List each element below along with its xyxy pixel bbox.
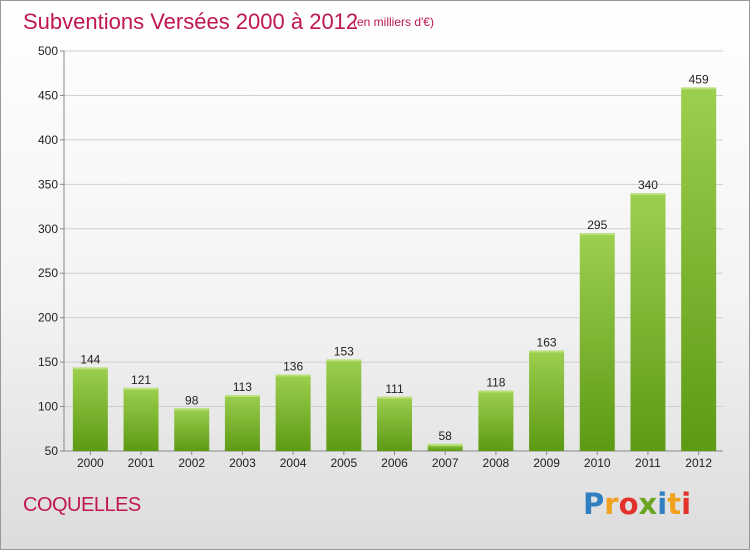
bar: [478, 390, 514, 451]
bars: [72, 87, 717, 451]
bar-highlight: [579, 233, 615, 236]
logo-letter: r: [604, 487, 619, 521]
commune-name: COQUELLES: [23, 494, 141, 516]
bar-highlight: [681, 87, 717, 90]
logo-letter: P: [583, 487, 605, 521]
x-tick-label: 2002: [178, 456, 205, 470]
data-label: 136: [283, 360, 303, 374]
bar: [72, 367, 108, 451]
bar-highlight: [427, 443, 463, 446]
y-tick-label: 250: [38, 266, 58, 280]
x-tick-label: 2003: [229, 456, 256, 470]
bar-highlight: [478, 390, 514, 393]
data-label: 163: [537, 336, 557, 350]
y-tick-label: 500: [38, 44, 58, 58]
bar-highlight: [123, 387, 159, 390]
data-label: 121: [131, 373, 151, 387]
bar: [326, 359, 362, 451]
y-tick-label: 200: [38, 311, 58, 325]
bar: [275, 374, 311, 451]
bar-highlight: [224, 395, 260, 397]
y-tick-label: 450: [38, 88, 58, 102]
x-tick-label: 2012: [685, 456, 712, 470]
x-tick-label: 2008: [483, 456, 510, 470]
bar: [681, 87, 717, 451]
y-tick-label: 300: [38, 222, 58, 236]
chart-title: Subventions Versées 2000 à 2012: [23, 9, 359, 34]
x-tick-label: 2011: [635, 456, 661, 470]
logo-letter: i: [681, 487, 692, 521]
bar: [377, 396, 412, 451]
logo-letter: i: [657, 487, 668, 521]
y-tick-label: 350: [38, 177, 58, 191]
x-tick-label: 2001: [128, 456, 155, 470]
grid-lines: [64, 50, 723, 408]
x-tick-labels: 2000 2001 2002 2003 2004 2005 2006 2007 2008 2009…: [77, 456, 712, 470]
data-label: 295: [587, 218, 607, 232]
x-tick-label: 2010: [584, 456, 611, 470]
chart-subtitle: (en milliers d'€): [353, 15, 434, 29]
bar: [529, 350, 565, 451]
bar: [174, 408, 210, 451]
bar-highlight: [326, 359, 362, 362]
bar-highlight: [174, 408, 210, 411]
logo-letter: t: [667, 487, 682, 521]
data-label: 340: [638, 178, 658, 192]
bar-highlight: [377, 396, 412, 399]
data-label: 118: [486, 376, 505, 390]
bar: [123, 387, 159, 451]
proxiti-logo: Proxiti: [583, 487, 691, 521]
x-tick-label: 2005: [330, 456, 357, 470]
bar: [224, 395, 260, 451]
data-labels: 144 121 98 113 136 153 111 58 118 163 295 340 459: [80, 72, 709, 442]
y-tick-label: 100: [38, 400, 58, 414]
x-tick-label: 2006: [381, 456, 408, 470]
logo-letter: x: [638, 487, 658, 521]
bar: [630, 193, 666, 451]
bar-highlight: [72, 367, 108, 370]
data-label: 144: [80, 352, 100, 366]
data-label: 153: [334, 344, 354, 358]
x-tick-label: 2007: [432, 456, 459, 470]
y-tick-label: 150: [38, 355, 58, 369]
x-tick-label: 2004: [280, 456, 307, 470]
bar-highlight: [275, 374, 311, 377]
y-tick-labels: 50 100 150 200 250 300 350 400 450 500: [38, 44, 58, 458]
bar-highlight: [630, 193, 666, 196]
data-label: 113: [233, 380, 252, 394]
data-label: 111: [385, 382, 404, 396]
bar-highlight: [529, 350, 565, 353]
bar: [427, 443, 463, 451]
bar: [579, 233, 615, 451]
x-tick-label: 2009: [533, 456, 560, 470]
data-label: 459: [689, 72, 709, 86]
x-tick-label: 2000: [77, 456, 104, 470]
data-label: 58: [439, 429, 453, 443]
y-tick-label: 400: [38, 133, 58, 147]
data-label: 98: [185, 393, 199, 407]
logo-letter: o: [618, 487, 639, 521]
y-tick-label: 50: [45, 444, 59, 458]
